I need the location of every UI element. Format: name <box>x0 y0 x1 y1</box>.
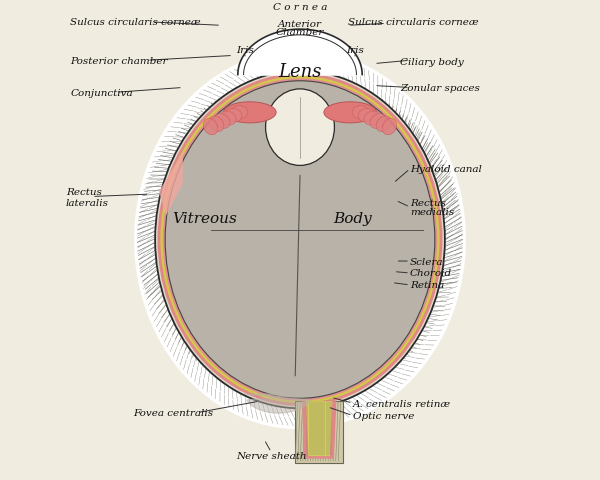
Text: Sulcus circularis corneæ: Sulcus circularis corneæ <box>70 18 201 27</box>
Text: Rectus: Rectus <box>410 198 446 207</box>
Ellipse shape <box>209 117 224 132</box>
Text: Chamber: Chamber <box>276 28 324 37</box>
Ellipse shape <box>364 112 380 126</box>
Polygon shape <box>245 394 312 413</box>
Text: Optic nerve: Optic nerve <box>353 411 414 420</box>
Text: Iris: Iris <box>346 46 364 55</box>
Text: medialis: medialis <box>410 208 454 217</box>
Text: Nerve sheath: Nerve sheath <box>236 451 307 460</box>
Ellipse shape <box>376 117 391 132</box>
Ellipse shape <box>203 119 218 135</box>
Text: Sulcus circularis corneæ: Sulcus circularis corneæ <box>348 18 478 27</box>
Ellipse shape <box>324 103 377 123</box>
Ellipse shape <box>230 107 248 120</box>
Ellipse shape <box>165 82 435 398</box>
Text: A. centralis retinæ: A. centralis retinæ <box>353 399 451 408</box>
Polygon shape <box>306 401 332 456</box>
Text: Choroid: Choroid <box>410 269 452 278</box>
Ellipse shape <box>158 74 442 406</box>
Ellipse shape <box>382 119 397 135</box>
Text: lateralis: lateralis <box>65 198 109 207</box>
Ellipse shape <box>358 109 375 123</box>
Text: Body: Body <box>333 212 372 226</box>
Ellipse shape <box>266 90 334 166</box>
Text: Conjunctiva: Conjunctiva <box>70 89 133 97</box>
Ellipse shape <box>220 112 236 126</box>
Text: C o r n e a: C o r n e a <box>273 3 327 12</box>
Ellipse shape <box>134 50 466 430</box>
Polygon shape <box>159 152 183 216</box>
Text: Rectus: Rectus <box>65 188 101 197</box>
Ellipse shape <box>370 114 386 129</box>
Polygon shape <box>238 30 362 75</box>
Text: Anterior: Anterior <box>278 20 322 29</box>
Text: Fovea centralis: Fovea centralis <box>133 408 214 417</box>
Ellipse shape <box>225 109 242 123</box>
Text: Lens: Lens <box>278 63 322 81</box>
Ellipse shape <box>163 79 437 401</box>
Ellipse shape <box>155 72 445 408</box>
Text: Posterior chamber: Posterior chamber <box>70 57 168 66</box>
Polygon shape <box>295 401 343 463</box>
Ellipse shape <box>214 114 230 129</box>
Text: Ciliary body: Ciliary body <box>400 58 464 67</box>
Ellipse shape <box>160 77 440 403</box>
Text: Retina: Retina <box>410 281 444 290</box>
Ellipse shape <box>352 107 370 120</box>
Polygon shape <box>302 401 337 458</box>
Text: Hyaloid canal: Hyaloid canal <box>410 165 482 174</box>
Text: Vitreous: Vitreous <box>172 212 237 226</box>
Text: Iris: Iris <box>236 46 254 55</box>
Ellipse shape <box>223 103 276 123</box>
Text: Sclera: Sclera <box>410 257 443 266</box>
Text: Zonular spaces: Zonular spaces <box>400 84 480 93</box>
